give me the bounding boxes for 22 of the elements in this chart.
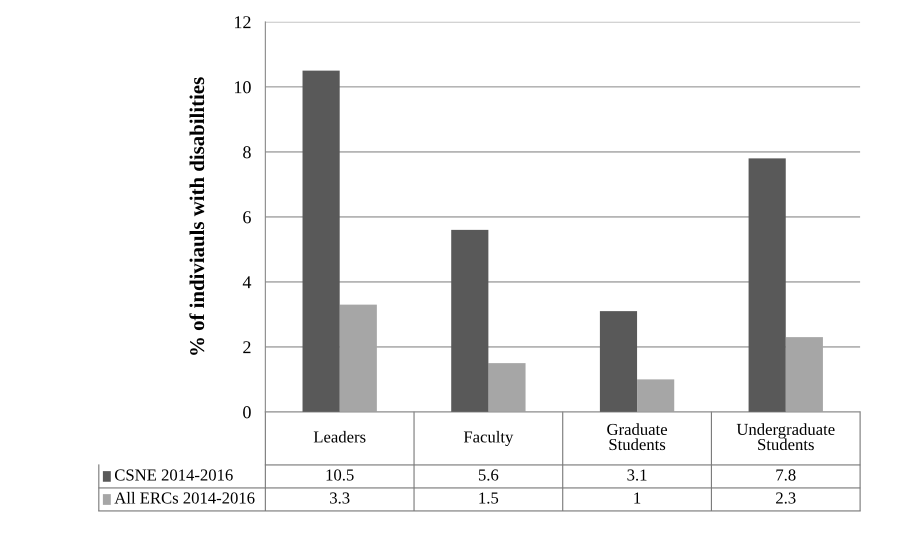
data-label: 7.8 (776, 469, 796, 481)
y-tick-label: 2 (243, 341, 250, 354)
data-label: 10.5 (326, 469, 354, 481)
data-label: 5.6 (478, 469, 498, 481)
data-label: 3.1 (627, 469, 646, 481)
x-tick-label: Undergraduate Students (736, 423, 835, 450)
y-tick-label: 0 (243, 406, 251, 418)
legend-label: All ERCs 2014-2016 (114, 492, 255, 504)
legend-label: CSNE 2014-2016 (114, 469, 233, 481)
y-tick-label: 8 (243, 146, 251, 158)
y-tick-label: 6 (243, 211, 251, 224)
y-tick-label: 12 (234, 16, 250, 28)
y-tick-label: 10 (234, 81, 251, 94)
data-label: 1.5 (479, 492, 498, 504)
y-tick-label: 4 (242, 276, 252, 288)
x-tick-label: Faculty (464, 430, 514, 446)
data-label: 1 (634, 492, 640, 504)
y-axis-title: % of indiviauls with disabilities (189, 77, 204, 355)
x-tick-label: Leaders (314, 430, 366, 443)
data-label: 3.3 (330, 492, 350, 504)
data-label: 2.3 (776, 492, 796, 504)
x-tick-label: Graduate Students (607, 423, 668, 450)
